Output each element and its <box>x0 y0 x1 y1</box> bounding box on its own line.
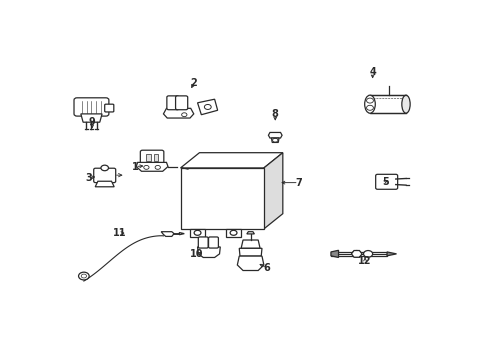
Circle shape <box>351 251 361 257</box>
Polygon shape <box>189 229 205 237</box>
Polygon shape <box>264 153 282 229</box>
Polygon shape <box>180 168 264 229</box>
Polygon shape <box>197 99 217 115</box>
Bar <box>146 154 150 161</box>
Ellipse shape <box>401 95 409 113</box>
Polygon shape <box>386 252 396 256</box>
Text: 1: 1 <box>131 162 138 172</box>
Polygon shape <box>225 229 241 237</box>
Polygon shape <box>197 247 220 257</box>
Text: 12: 12 <box>358 256 371 266</box>
Polygon shape <box>369 95 405 113</box>
Bar <box>153 154 158 161</box>
Polygon shape <box>246 232 254 234</box>
Polygon shape <box>330 252 386 256</box>
Text: 2: 2 <box>190 78 197 89</box>
FancyBboxPatch shape <box>198 237 208 248</box>
Polygon shape <box>180 153 282 168</box>
Text: 10: 10 <box>190 249 203 260</box>
Circle shape <box>101 165 108 171</box>
Polygon shape <box>81 114 102 122</box>
Polygon shape <box>179 233 184 235</box>
Polygon shape <box>95 181 114 187</box>
Text: 8: 8 <box>271 109 278 119</box>
Polygon shape <box>241 240 260 248</box>
Polygon shape <box>163 108 193 118</box>
Polygon shape <box>161 232 174 237</box>
Polygon shape <box>237 256 264 270</box>
Polygon shape <box>268 132 282 138</box>
Text: 4: 4 <box>368 67 375 77</box>
FancyBboxPatch shape <box>140 150 163 164</box>
Polygon shape <box>351 251 361 257</box>
Text: 6: 6 <box>263 263 270 273</box>
Text: 7: 7 <box>295 177 302 188</box>
Polygon shape <box>239 248 262 256</box>
Circle shape <box>363 251 372 257</box>
Polygon shape <box>136 162 168 171</box>
FancyBboxPatch shape <box>74 98 109 116</box>
Ellipse shape <box>364 95 374 113</box>
FancyBboxPatch shape <box>208 237 218 248</box>
Text: 11: 11 <box>113 228 126 238</box>
FancyBboxPatch shape <box>375 174 397 189</box>
Polygon shape <box>271 138 279 143</box>
FancyBboxPatch shape <box>175 96 187 110</box>
Circle shape <box>79 272 89 280</box>
Text: 3: 3 <box>85 173 92 183</box>
FancyBboxPatch shape <box>104 104 114 112</box>
Text: 9: 9 <box>89 117 95 127</box>
Polygon shape <box>330 250 338 257</box>
FancyBboxPatch shape <box>94 168 116 183</box>
Text: 5: 5 <box>381 177 388 187</box>
FancyBboxPatch shape <box>166 96 179 110</box>
